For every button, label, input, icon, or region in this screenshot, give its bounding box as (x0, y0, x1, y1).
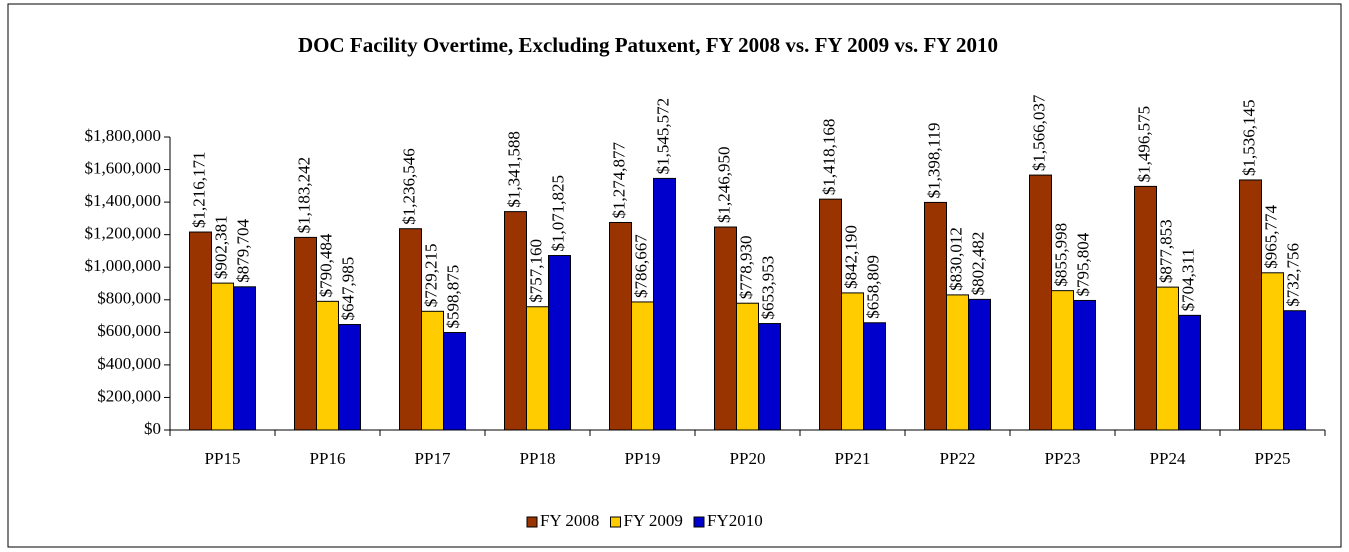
chart-title: DOC Facility Overtime, Excluding Patuxen… (298, 33, 998, 57)
value-label: $1,496,575 (1134, 106, 1153, 183)
bar (233, 286, 256, 431)
value-label: $1,236,546 (399, 148, 418, 225)
legend-swatch (610, 516, 621, 528)
bar (316, 300, 339, 431)
bar (526, 306, 549, 431)
x-tick-label: PP15 (205, 449, 241, 468)
y-tick-label: $1,200,000 (85, 224, 162, 243)
value-label: $842,190 (841, 225, 860, 289)
bar (863, 322, 886, 431)
legend-label: FY 2008 (540, 511, 599, 530)
bar (211, 282, 234, 431)
value-label: $830,012 (946, 227, 965, 291)
bar (421, 310, 444, 431)
y-tick-label: $0 (144, 419, 161, 438)
value-label: $795,804 (1073, 232, 1092, 296)
bar (609, 221, 632, 431)
value-label: $790,484 (316, 233, 335, 297)
y-tick-label: $200,000 (97, 386, 161, 405)
bar (968, 298, 991, 431)
value-label: $965,774 (1261, 205, 1280, 269)
value-label: $1,216,171 (189, 152, 208, 229)
bar (1283, 310, 1306, 431)
bar (714, 226, 737, 431)
bar (504, 211, 527, 431)
value-label: $786,667 (631, 234, 650, 298)
value-label: $877,853 (1156, 219, 1175, 283)
value-label: $1,418,168 (819, 119, 838, 196)
y-tick-label: $1,800,000 (85, 126, 162, 145)
bar (548, 255, 571, 431)
value-label: $653,953 (758, 256, 777, 320)
y-tick-label: $600,000 (97, 321, 161, 340)
value-label: $1,246,950 (714, 147, 733, 224)
bar (1029, 174, 1052, 431)
value-label: $778,930 (736, 235, 755, 299)
bar (1156, 286, 1179, 431)
value-label: $802,482 (968, 232, 987, 296)
bar (399, 228, 422, 431)
value-label: $1,071,825 (548, 175, 567, 252)
bar (443, 332, 466, 431)
bar (653, 177, 676, 431)
value-label: $1,398,119 (924, 123, 943, 199)
x-tick-label: PP25 (1255, 449, 1291, 468)
value-label: $658,809 (863, 255, 882, 319)
bar (1239, 179, 1262, 431)
bar (1051, 290, 1074, 431)
value-label: $598,875 (443, 265, 462, 329)
x-tick-label: PP21 (835, 449, 871, 468)
bar (1073, 299, 1096, 431)
bar (946, 294, 969, 431)
value-label: $855,998 (1051, 223, 1070, 287)
legend-swatch (693, 516, 705, 528)
y-tick-label: $1,600,000 (85, 158, 162, 177)
bar (338, 324, 361, 431)
bar (1261, 272, 1284, 431)
value-label: $879,704 (233, 219, 252, 283)
legend-label: FY 2009 (624, 511, 683, 530)
x-tick-label: PP23 (1045, 449, 1081, 468)
bar (819, 198, 842, 431)
legend-swatch (526, 516, 538, 528)
legend-label: FY2010 (707, 511, 763, 530)
value-label: $1,274,877 (609, 141, 628, 218)
x-tick-label: PP17 (415, 449, 451, 468)
value-label: $1,183,242 (294, 157, 313, 234)
bar (736, 302, 759, 431)
bar (758, 323, 781, 431)
y-tick-label: $1,000,000 (85, 256, 162, 275)
value-label: $647,985 (338, 257, 357, 321)
bar (1178, 314, 1201, 431)
value-label: $1,545,572 (653, 98, 672, 175)
x-tick-label: PP20 (730, 449, 766, 468)
bar (189, 231, 212, 431)
value-label: $732,756 (1283, 243, 1302, 307)
x-tick-label: PP18 (520, 449, 556, 468)
x-tick-label: PP24 (1150, 449, 1186, 468)
x-tick-label: PP22 (940, 449, 976, 468)
value-label: $1,536,145 (1239, 99, 1258, 176)
value-label: $729,215 (421, 244, 440, 308)
value-label: $1,566,037 (1029, 94, 1048, 171)
y-tick-label: $800,000 (97, 289, 161, 308)
bar (841, 292, 864, 431)
bar (631, 301, 654, 431)
bar (294, 236, 317, 431)
y-tick-label: $400,000 (97, 354, 161, 373)
y-tick-label: $1,400,000 (85, 191, 162, 210)
bar (1134, 185, 1157, 431)
x-tick-label: PP16 (310, 449, 346, 468)
x-tick-label: PP19 (625, 449, 661, 468)
value-label: $757,160 (526, 239, 545, 303)
value-label: $902,381 (211, 215, 230, 279)
bar (924, 201, 947, 431)
value-label: $1,341,588 (504, 131, 523, 208)
value-label: $704,311 (1178, 248, 1197, 311)
